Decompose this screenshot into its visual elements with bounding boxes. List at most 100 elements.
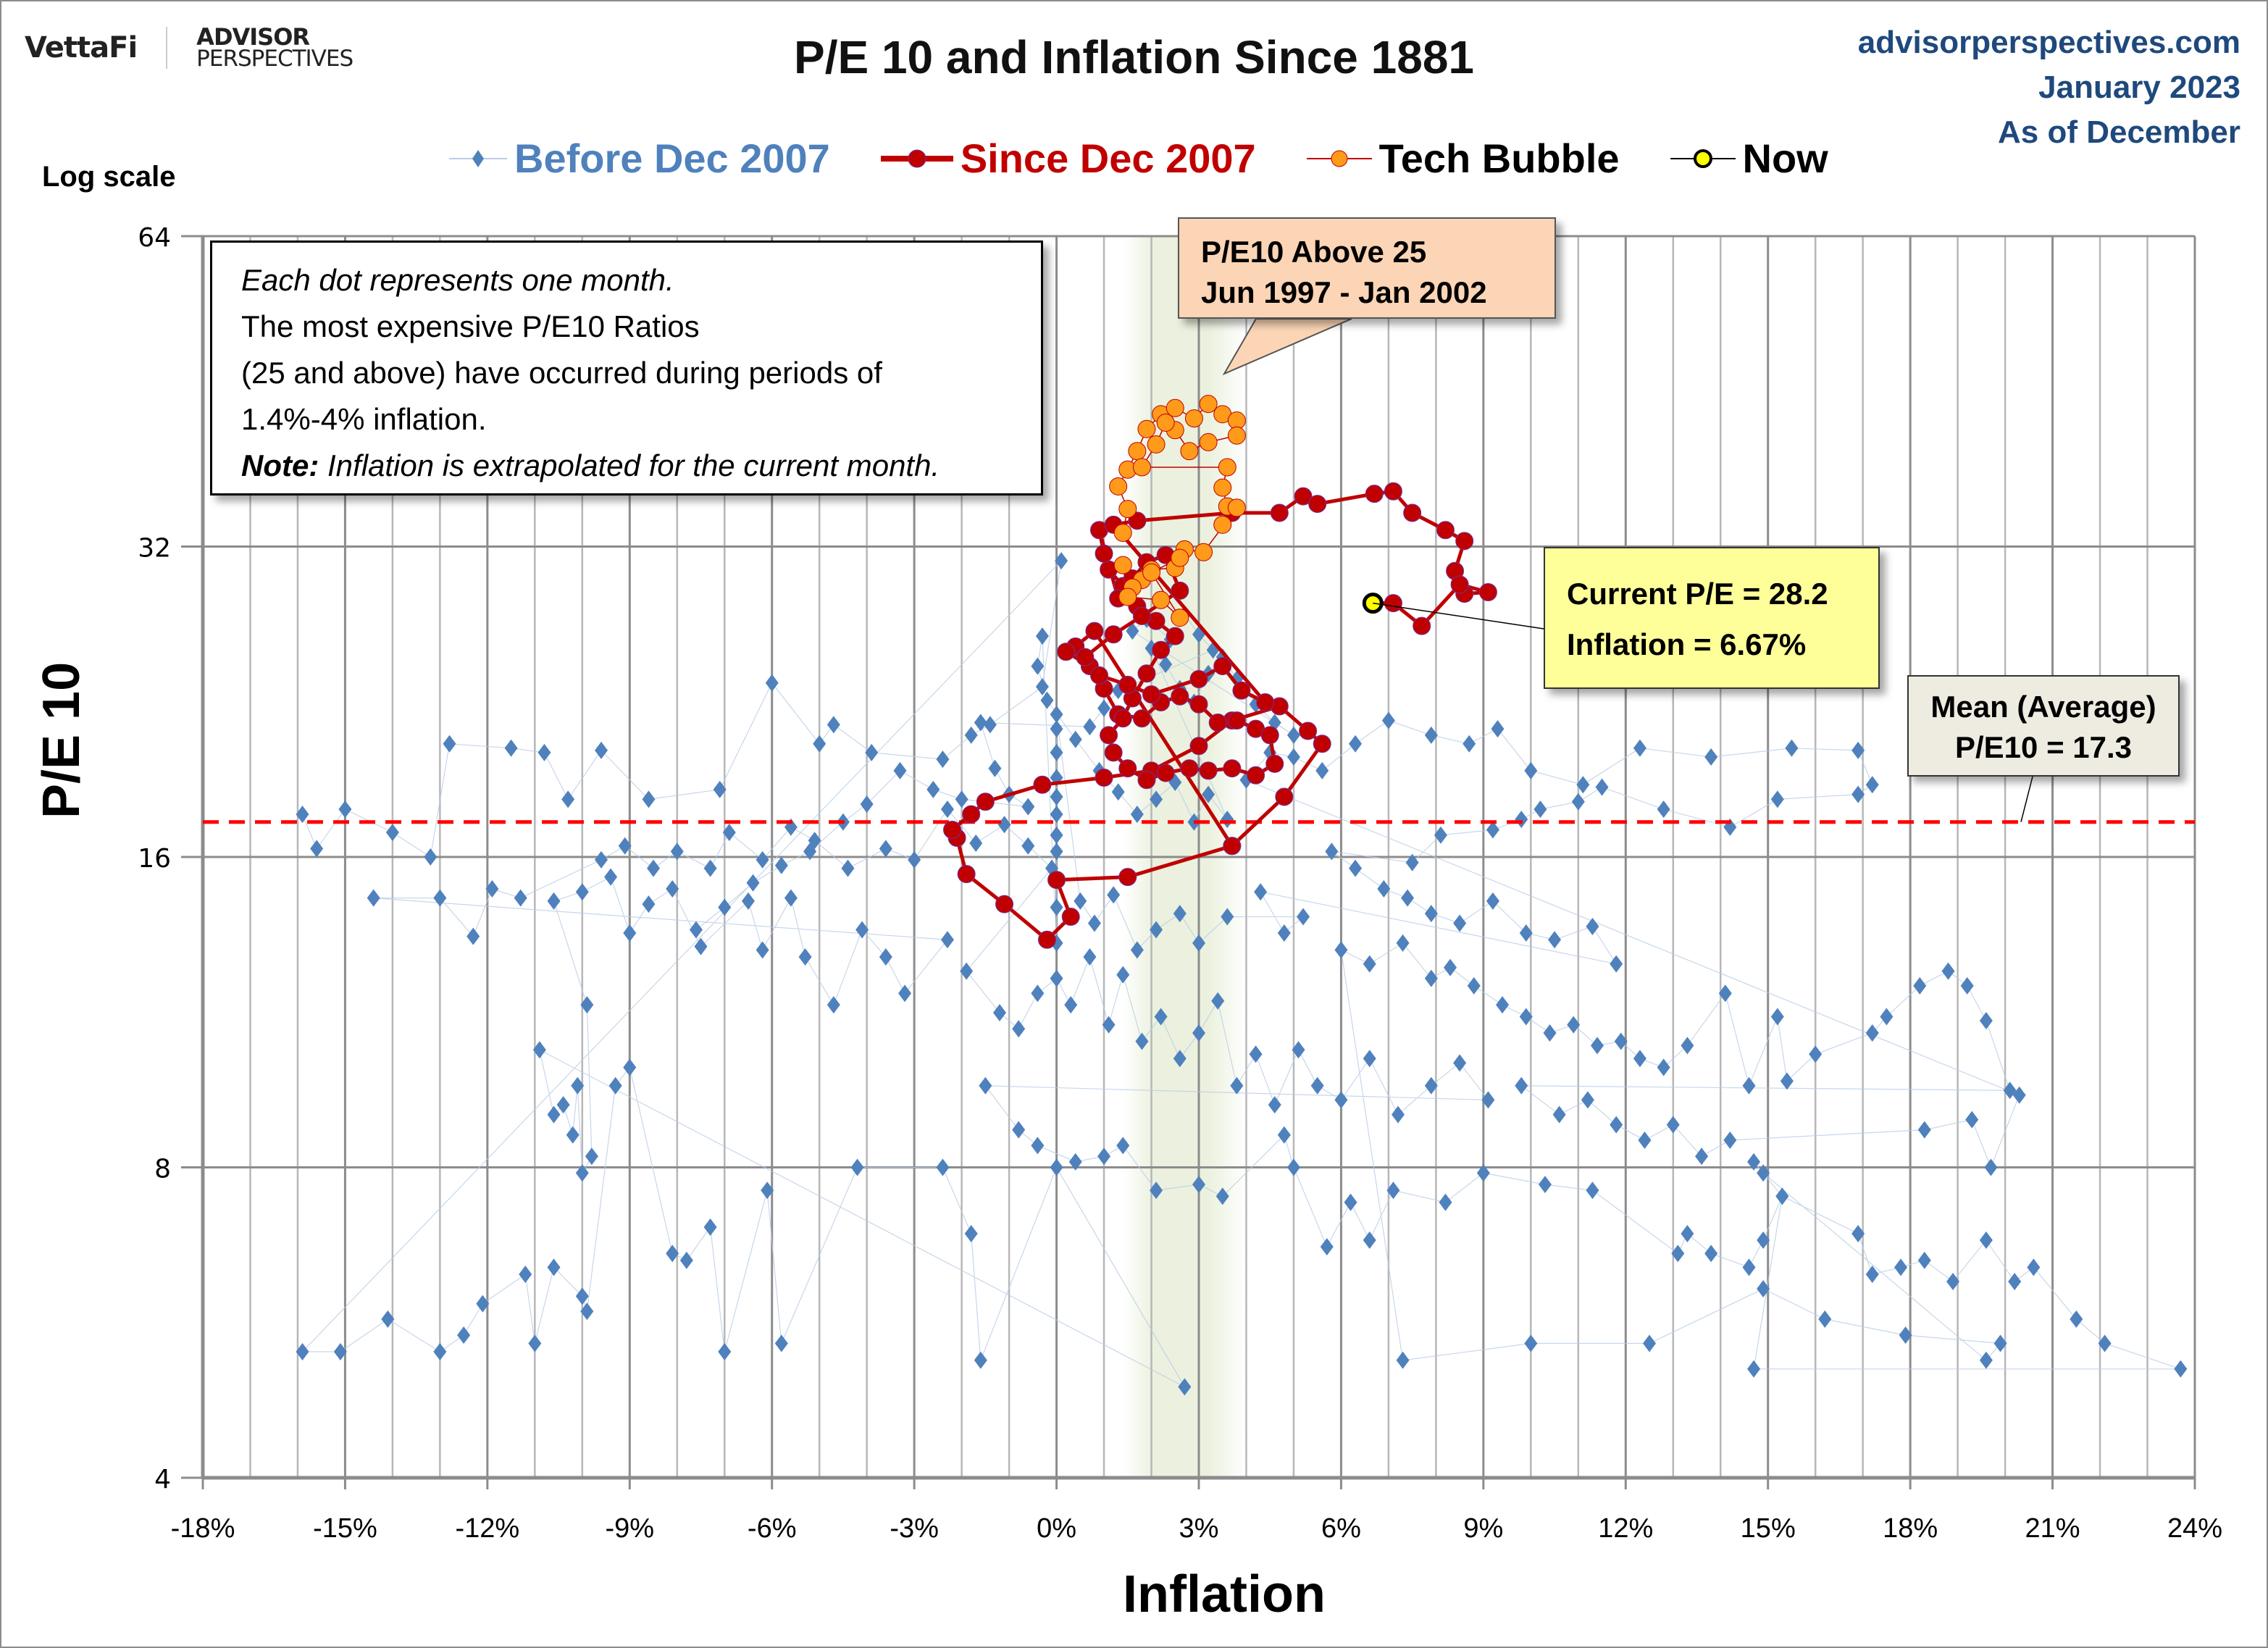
- since-point: [1118, 759, 1137, 778]
- before-point: [504, 739, 518, 757]
- since-point: [1132, 606, 1151, 625]
- since-point: [1113, 709, 1132, 728]
- since-point: [1118, 868, 1137, 887]
- y-tick-label: 16: [138, 844, 171, 874]
- before-point: [1334, 1091, 1348, 1109]
- before-point: [575, 883, 589, 901]
- before-point: [1401, 889, 1415, 907]
- current-callout-pointer: [1373, 602, 1544, 629]
- tech-point: [1128, 442, 1147, 461]
- before-point: [1993, 1334, 2007, 1352]
- before-point: [575, 1287, 589, 1305]
- before-point: [1116, 1137, 1130, 1155]
- before-point: [1192, 1176, 1205, 1194]
- before-point: [993, 1003, 1006, 1021]
- before-point: [1097, 699, 1111, 717]
- before-point: [1150, 790, 1163, 808]
- before-point: [1780, 1072, 1794, 1090]
- before-point: [774, 1334, 788, 1352]
- before-point: [623, 924, 637, 942]
- before-point: [1984, 1158, 1998, 1176]
- legend-label-now: Now: [1742, 135, 1828, 181]
- before-point: [1349, 859, 1363, 877]
- before-point: [1344, 1193, 1357, 1211]
- before-point: [1463, 735, 1476, 753]
- tech-point: [1180, 442, 1199, 461]
- log-scale-label: Log scale: [42, 161, 176, 193]
- before-point: [532, 1041, 546, 1059]
- since-point: [1104, 743, 1123, 762]
- since-point: [1223, 837, 1242, 856]
- before-point: [537, 743, 551, 761]
- before-point: [1552, 1105, 1566, 1124]
- before-point: [718, 898, 732, 916]
- before-point: [1249, 1045, 1263, 1063]
- before-point: [1050, 743, 1063, 761]
- before-point: [713, 780, 727, 798]
- note-line-4: 1.4%-4% inflation.: [241, 402, 487, 436]
- since-point: [1095, 769, 1113, 787]
- before-point: [1747, 1360, 1761, 1378]
- diamond-marker-icon: [449, 149, 507, 167]
- since-point: [1265, 754, 1284, 773]
- before-point: [1107, 886, 1121, 904]
- before-point: [1581, 1091, 1594, 1109]
- since-point: [1413, 616, 1431, 635]
- legend-label-since: Since Dec 2007: [960, 135, 1256, 181]
- before-point: [969, 834, 983, 852]
- since-point: [1171, 581, 1189, 600]
- before-point: [642, 790, 656, 808]
- since-point: [1189, 670, 1208, 689]
- before-point: [1979, 1351, 1993, 1369]
- tech-point: [1171, 548, 1189, 567]
- before-point: [1035, 677, 1049, 695]
- before-point: [1424, 1076, 1438, 1095]
- since-point: [1313, 735, 1331, 753]
- before-point: [1548, 931, 1562, 949]
- before-point: [1638, 1132, 1652, 1150]
- x-tick-label: 12%: [1598, 1513, 1653, 1544]
- site-url: advisorperspectives.com: [1857, 25, 2240, 60]
- before-point: [964, 1224, 978, 1242]
- since-point: [1227, 711, 1246, 730]
- before-point: [1286, 1158, 1300, 1176]
- y-tick-label: 4: [154, 1465, 171, 1494]
- before-point: [2003, 1082, 2017, 1100]
- before-point: [746, 874, 760, 892]
- since-point: [1132, 709, 1151, 728]
- since-point: [1156, 764, 1175, 782]
- before-point: [1576, 776, 1590, 794]
- since-point: [1057, 643, 1076, 661]
- before-point: [1519, 1008, 1533, 1026]
- since-point: [1260, 726, 1279, 745]
- before-point: [936, 1158, 950, 1176]
- before-point: [979, 1076, 992, 1095]
- legend-label-before: Before Dec 2007: [514, 135, 830, 181]
- before-point: [2174, 1360, 2188, 1378]
- x-axis-title: Inflation: [1123, 1565, 1326, 1623]
- since-point: [1037, 930, 1056, 949]
- tech-point: [1113, 556, 1132, 574]
- before-point: [623, 1058, 637, 1076]
- before-point: [457, 1326, 471, 1344]
- before-point: [1097, 1147, 1111, 1166]
- before-point: [1586, 917, 1599, 935]
- before-point: [841, 859, 855, 877]
- before-point: [1292, 1041, 1305, 1059]
- before-point: [1221, 908, 1234, 926]
- before-point: [1519, 924, 1533, 942]
- note-line-1: Each dot represents one month.: [241, 263, 674, 297]
- before-point: [580, 1302, 594, 1321]
- before-point: [1434, 826, 1447, 844]
- before-point: [703, 859, 717, 877]
- tech-point: [1109, 477, 1128, 495]
- before-point: [1666, 1116, 1680, 1134]
- tech-point: [1118, 587, 1137, 606]
- before-point: [1657, 800, 1670, 819]
- before-point: [1277, 1126, 1291, 1144]
- before-point: [1633, 1050, 1646, 1068]
- before-point: [595, 741, 608, 759]
- before-point: [1439, 1193, 1452, 1211]
- before-point: [1178, 1378, 1192, 1396]
